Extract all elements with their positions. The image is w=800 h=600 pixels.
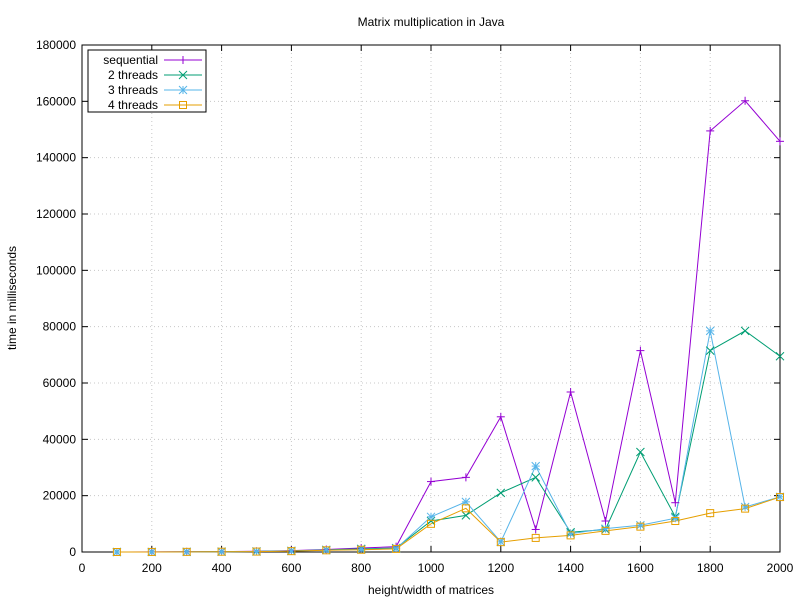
y-tick-label: 100000 [36, 263, 76, 277]
x-tick-label: 400 [212, 561, 232, 575]
data-point-4-threads [706, 509, 715, 518]
x-tick-label: 1000 [418, 561, 445, 575]
data-point-2-threads [636, 447, 645, 457]
series-markers [112, 96, 785, 557]
data-point-4-threads [741, 504, 750, 513]
data-point-sequential [427, 477, 435, 486]
series-lines [116, 100, 781, 553]
x-tick-label: 1200 [487, 561, 514, 575]
data-point-sequential [461, 473, 470, 482]
y-tick-label: 60000 [43, 376, 77, 390]
x-tick-label: 1600 [627, 561, 654, 575]
data-point-2-threads [705, 346, 715, 355]
data-point-sequential [636, 346, 645, 355]
data-point-3-threads [601, 524, 610, 533]
data-point-3-threads [112, 547, 122, 557]
data-point-3-threads [321, 545, 331, 555]
data-point-2-threads [461, 511, 471, 520]
x-tick-label: 800 [351, 561, 371, 575]
data-point-4-threads [252, 547, 261, 556]
y-tick-label: 140000 [36, 151, 76, 165]
x-tick-label: 600 [281, 561, 301, 575]
x-tick-label: 1400 [557, 561, 584, 575]
data-point-2-threads [426, 516, 436, 526]
x-tick-label: 0 [79, 561, 86, 575]
grid [82, 45, 780, 552]
data-point-sequential [566, 388, 575, 397]
data-point-3-threads [740, 502, 750, 512]
data-point-sequential [741, 96, 750, 105]
data-point-4-threads [601, 526, 610, 535]
series-line-4-threads [116, 496, 781, 553]
data-point-4-threads [461, 504, 470, 513]
data-point-4-threads [427, 519, 435, 528]
data-point-4-threads [776, 493, 784, 502]
data-point-4-threads [566, 531, 575, 540]
data-point-3-threads [566, 529, 575, 539]
y-tick-label: 80000 [43, 320, 77, 334]
data-point-3-threads [356, 545, 366, 554]
data-point-sequential [531, 525, 540, 534]
legend-marker-sequential [179, 56, 187, 64]
data-point-2-threads [531, 473, 541, 482]
data-point-3-threads [391, 544, 401, 553]
legend-label-2-threads: 2 threads [108, 68, 158, 82]
y-tick-label: 0 [69, 545, 76, 559]
data-point-3-threads [426, 512, 436, 522]
data-point-4-threads [147, 547, 156, 556]
data-point-4-threads [322, 546, 331, 555]
data-point-sequential [496, 412, 505, 421]
data-point-3-threads [496, 537, 506, 547]
y-tick-label: 20000 [43, 489, 77, 503]
data-point-3-threads [287, 546, 296, 556]
data-point-3-threads [636, 520, 645, 530]
data-point-4-threads [112, 548, 121, 556]
data-point-sequential [706, 126, 715, 135]
data-point-sequential [671, 498, 680, 507]
data-point-3-threads [531, 461, 541, 471]
data-point-sequential [776, 137, 784, 146]
legend-marker-4-threads [179, 101, 187, 109]
legend-marker-2-threads [178, 70, 188, 80]
legend: sequential 2 threads 3 threads 4 threads [87, 49, 207, 113]
data-point-2-threads [775, 351, 785, 361]
data-point-4-threads [392, 544, 401, 553]
data-point-3-threads [217, 547, 226, 557]
legend-label-sequential: sequential [103, 53, 158, 67]
data-point-4-threads [182, 547, 191, 556]
y-tick-label: 120000 [36, 207, 76, 221]
legend-label-4-threads: 4 threads [108, 98, 158, 112]
x-tick-label: 200 [142, 561, 162, 575]
x-axis-label: height/width of matrices [368, 583, 494, 597]
data-point-4-threads [636, 522, 645, 531]
data-point-3-threads [670, 513, 680, 523]
data-point-4-threads [217, 547, 226, 556]
legend-label-3-threads: 3 threads [108, 83, 158, 97]
x-tick-label: 1800 [697, 561, 724, 575]
data-point-4-threads [671, 517, 680, 526]
data-point-sequential [601, 517, 610, 526]
legend-samples [164, 56, 202, 109]
legend-marker-3-threads [178, 85, 188, 95]
data-point-3-threads [252, 547, 261, 556]
y-tick-label: 180000 [36, 38, 76, 52]
data-point-4-threads [287, 547, 296, 556]
data-point-3-threads [182, 547, 192, 557]
chart-title: Matrix multiplication in Java [358, 15, 505, 29]
data-point-2-threads [496, 488, 506, 498]
x-tick-label: 2000 [767, 561, 794, 575]
data-point-4-threads [357, 545, 366, 554]
data-point-3-threads [147, 547, 157, 557]
y-axis-label: time in milliseconds [5, 246, 19, 350]
data-point-3-threads [705, 326, 715, 336]
data-point-3-threads [775, 492, 785, 502]
data-point-4-threads [496, 538, 505, 547]
y-tick-label: 40000 [43, 432, 77, 446]
data-point-2-threads [740, 326, 750, 336]
y-tick-label: 160000 [36, 94, 76, 108]
data-point-4-threads [531, 533, 540, 542]
